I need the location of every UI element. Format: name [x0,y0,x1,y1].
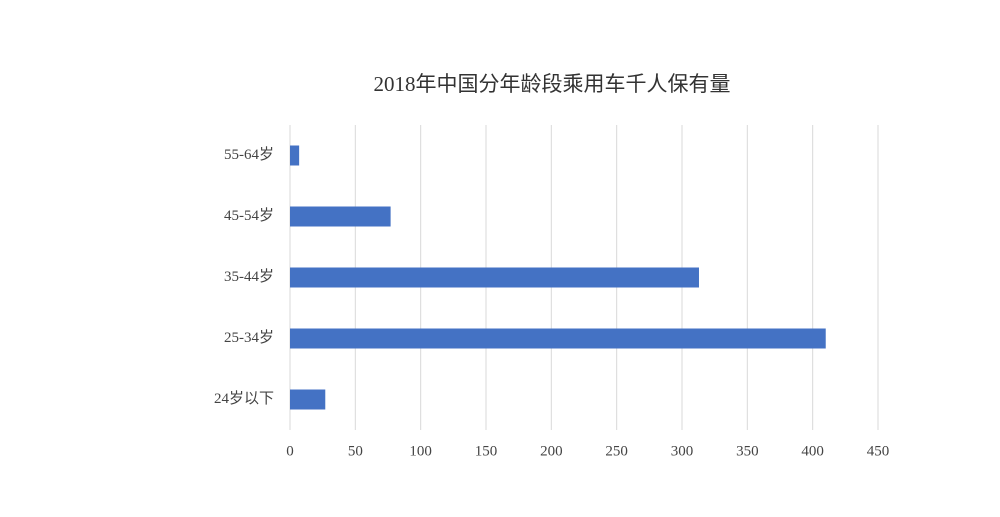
y-tick-label: 55-64岁 [224,146,274,163]
x-tick-label: 150 [475,443,498,459]
y-tick-label: 25-34岁 [224,329,274,346]
x-tick-label: 300 [671,443,694,459]
bar [290,206,391,227]
bar [290,145,300,166]
x-tick-label: 400 [801,443,824,459]
y-tick-label: 45-54岁 [224,207,274,224]
x-tick-label: 200 [540,443,563,459]
bar [290,267,699,288]
bar [290,389,326,410]
y-tick-label: 24岁以下 [214,390,274,407]
chart-title: 2018年中国分年龄段乘用车千人保有量 [374,72,731,96]
x-tick-label: 450 [867,443,890,459]
x-tick-label: 0 [286,443,294,459]
x-tick-label: 250 [605,443,628,459]
y-tick-label: 35-44岁 [224,268,274,285]
x-tick-label: 50 [348,443,363,459]
bar [290,328,826,349]
x-tick-label: 100 [409,443,432,459]
x-tick-label: 350 [736,443,759,459]
